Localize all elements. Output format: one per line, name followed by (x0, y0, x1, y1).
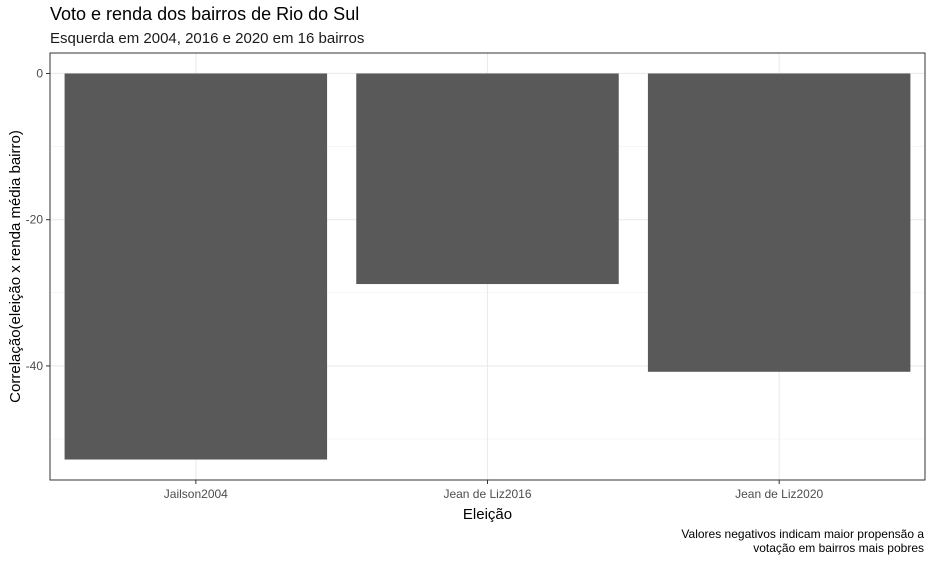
axis-ticks: 0 -20 -40 Jailson2004 Jean de Liz2016 Jean de… (26, 66, 824, 501)
x-tick-label: Jailson2004 (164, 487, 228, 501)
y-tick-label: -20 (26, 213, 44, 227)
y-axis-title: Correlação(eleição x renda média bairro) (7, 130, 24, 403)
caption-line-2: votação em bairros mais pobres (753, 541, 924, 555)
x-tick-label: Jean de Liz2020 (735, 487, 823, 501)
bar-2 (356, 73, 619, 285)
bars (64, 73, 911, 460)
bar-1 (64, 73, 328, 460)
caption-line-1: Valores negativos indicam maior propensã… (681, 527, 924, 541)
y-tick-label: 0 (36, 66, 43, 80)
chart-title: Voto e renda dos bairros de Rio do Sul (50, 4, 360, 24)
chart-subtitle: Esquerda em 2004, 2016 e 2020 em 16 bair… (50, 30, 365, 47)
chart-caption: Valores negativos indicam maior propensã… (681, 527, 924, 555)
bar-3 (647, 73, 911, 372)
y-tick-label: -40 (26, 359, 44, 373)
x-tick-label: Jean de Liz2016 (443, 487, 531, 501)
x-axis-title: Eleição (463, 506, 512, 523)
